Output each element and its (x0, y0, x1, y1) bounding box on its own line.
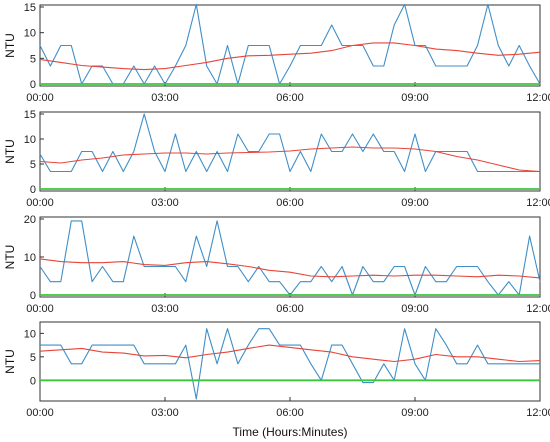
panel-3-y-axis-label: NTU (3, 245, 17, 270)
panel-1-x-tick-label-2: 06:00 (276, 92, 304, 104)
panel-3-y-tick-label-1: 10 (24, 252, 36, 264)
panel-4-x-tick-label-2: 06:00 (276, 407, 304, 419)
panel-2-x-tick-label-4: 12:00 (526, 197, 550, 209)
panel-1-y-tick-label-2: 10 (24, 28, 36, 40)
panel-3-smoothed-line (39, 258, 541, 279)
panel-2-raw-line (39, 113, 540, 173)
panel-3-x-tick-label-2: 06:00 (276, 303, 304, 315)
panel-2-x-tick-label-3: 09:00 (401, 197, 429, 209)
panel-4-y-tick-label-0: 0 (30, 375, 36, 387)
panel-4-x-tick-label-1: 03:00 (151, 407, 179, 419)
panel-4-y-axis-label: NTU (3, 349, 17, 374)
panel-3-raw-line (39, 220, 541, 296)
panel-3-y-tick-label-2: 20 (24, 214, 36, 226)
panel-2-x-tick-label-1: 03:00 (151, 197, 179, 209)
panel-4-smoothed-line (39, 344, 541, 363)
panel-3-x-tick-label-3: 09:00 (401, 303, 429, 315)
panel-1-y-tick-label-0: 0 (30, 79, 36, 91)
panel-1-y-tick-label-3: 15 (24, 2, 36, 14)
panel-2-y-tick-label-1: 5 (30, 159, 36, 171)
panel-1-y-tick-label-1: 5 (30, 53, 36, 65)
panel-2-x-tick-label-0: 00:00 (26, 197, 54, 209)
panel-1-y-axis-label: NTU (3, 33, 17, 58)
panel-4-x-tick-label-0: 00:00 (26, 407, 54, 419)
panel-2-y-tick-label-2: 10 (24, 134, 36, 146)
panel-2-x-tick-label-2: 06:00 (276, 197, 304, 209)
x-axis-label: Time (Hours:Minutes) (233, 425, 348, 439)
panel-1-x-tick-label-0: 00:00 (26, 92, 54, 104)
panel-4-x-tick-label-3: 09:00 (401, 407, 429, 419)
panel-3-y-tick-label-0: 0 (30, 290, 36, 302)
panel-3-frame (39, 216, 541, 298)
panel-1-raw-line (39, 3, 541, 85)
panel-4-raw-line (40, 328, 540, 400)
panel-3-x-tick-label-4: 12:00 (526, 303, 550, 315)
panel-4-y-tick-label-1: 5 (30, 352, 36, 364)
panel-2: 0 5 10 15 00:00 03:00 06:00 09:00 12:00 NTU (3, 109, 550, 209)
panel-1-x-tick-label-4: 12:00 (526, 92, 550, 104)
panel-1-frame (39, 4, 541, 87)
panel-3: 0 10 20 00:00 03:00 06:00 09:00 12:00 NTU (3, 214, 550, 315)
panel-1-x-tick-label-1: 03:00 (151, 92, 179, 104)
panel-2-smoothed-line (39, 146, 541, 173)
panel-1: 0 5 10 15 00:00 03:00 06:00 09:00 12:00 NTU (3, 2, 550, 104)
panel-4-y-tick-label-2: 10 (24, 328, 36, 340)
panel-4-frame (39, 321, 541, 402)
panel-4-x-tick-label-4: 12:00 (526, 407, 550, 419)
panel-4: 0 5 10 00:00 03:00 06:00 09:00 12:00 NTU (3, 321, 550, 419)
panel-2-y-tick-label-3: 15 (24, 109, 36, 121)
panel-2-y-tick-label-0: 0 (30, 184, 36, 196)
panel-1-x-tick-label-3: 09:00 (401, 92, 429, 104)
panel-2-y-axis-label: NTU (3, 139, 17, 164)
panel-3-x-tick-label-0: 00:00 (26, 303, 54, 315)
panel-3-x-tick-label-1: 03:00 (151, 303, 179, 315)
panel-1-smoothed-line (39, 42, 541, 71)
